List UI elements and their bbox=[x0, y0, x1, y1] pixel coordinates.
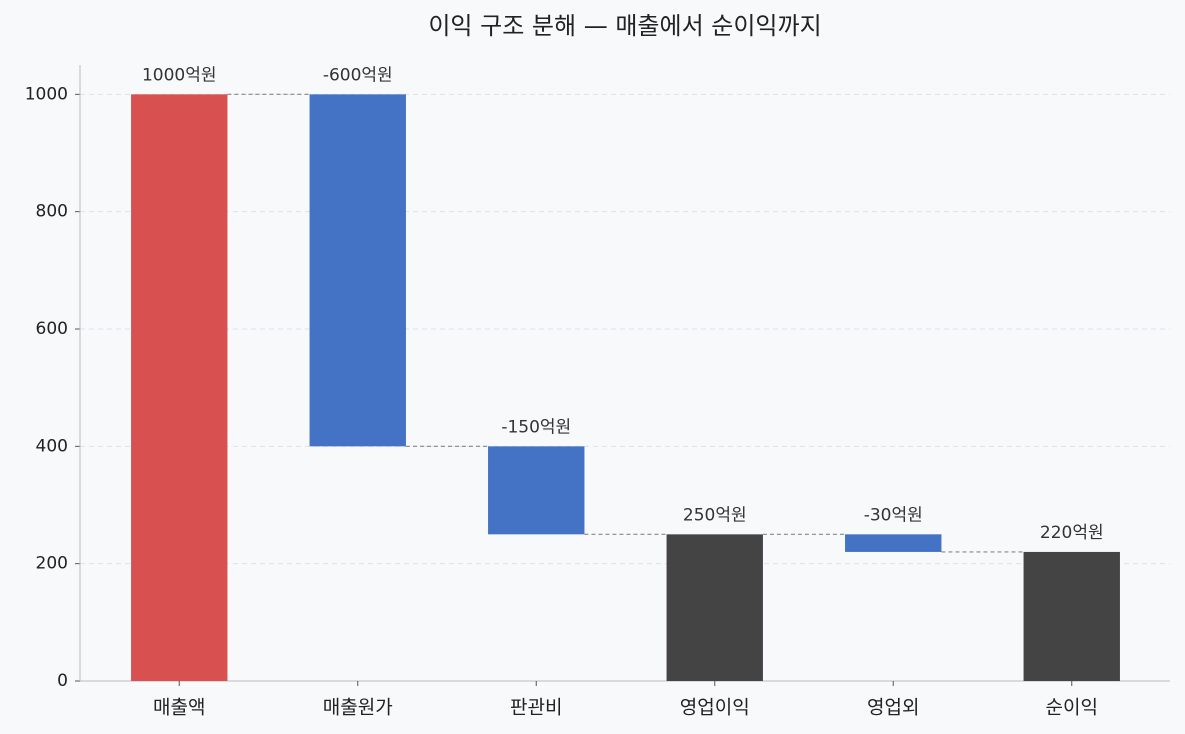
bar bbox=[131, 94, 228, 682]
value-label: 220억원 bbox=[1040, 523, 1104, 543]
x-tick-label: 영업외 bbox=[867, 697, 919, 719]
bar bbox=[1023, 551, 1120, 681]
value-label: -150억원 bbox=[501, 417, 571, 437]
x-tick-label: 판관비 bbox=[510, 697, 562, 719]
y-tick-label: 1000 bbox=[25, 84, 68, 104]
bar bbox=[845, 534, 942, 552]
bar bbox=[488, 446, 585, 535]
y-tick-label: 400 bbox=[36, 436, 68, 456]
y-tick-label: 800 bbox=[36, 202, 68, 222]
bar bbox=[666, 534, 763, 681]
x-tick-label: 영업이익 bbox=[680, 697, 750, 719]
x-tick-label: 매출원가 bbox=[323, 697, 393, 719]
value-label: -30억원 bbox=[864, 505, 923, 525]
chart-title: 이익 구조 분해 — 매출에서 순이익까지 bbox=[428, 12, 821, 40]
x-tick-label: 순이익 bbox=[1046, 697, 1098, 719]
y-tick-label: 200 bbox=[36, 554, 68, 574]
bar bbox=[309, 94, 406, 447]
y-tick-label: 0 bbox=[57, 671, 68, 691]
value-label: 1000억원 bbox=[142, 65, 217, 85]
value-label: -600억원 bbox=[323, 65, 393, 85]
y-tick-label: 600 bbox=[36, 319, 68, 339]
x-tick-label: 매출액 bbox=[153, 697, 205, 719]
value-label: 250억원 bbox=[683, 505, 747, 525]
